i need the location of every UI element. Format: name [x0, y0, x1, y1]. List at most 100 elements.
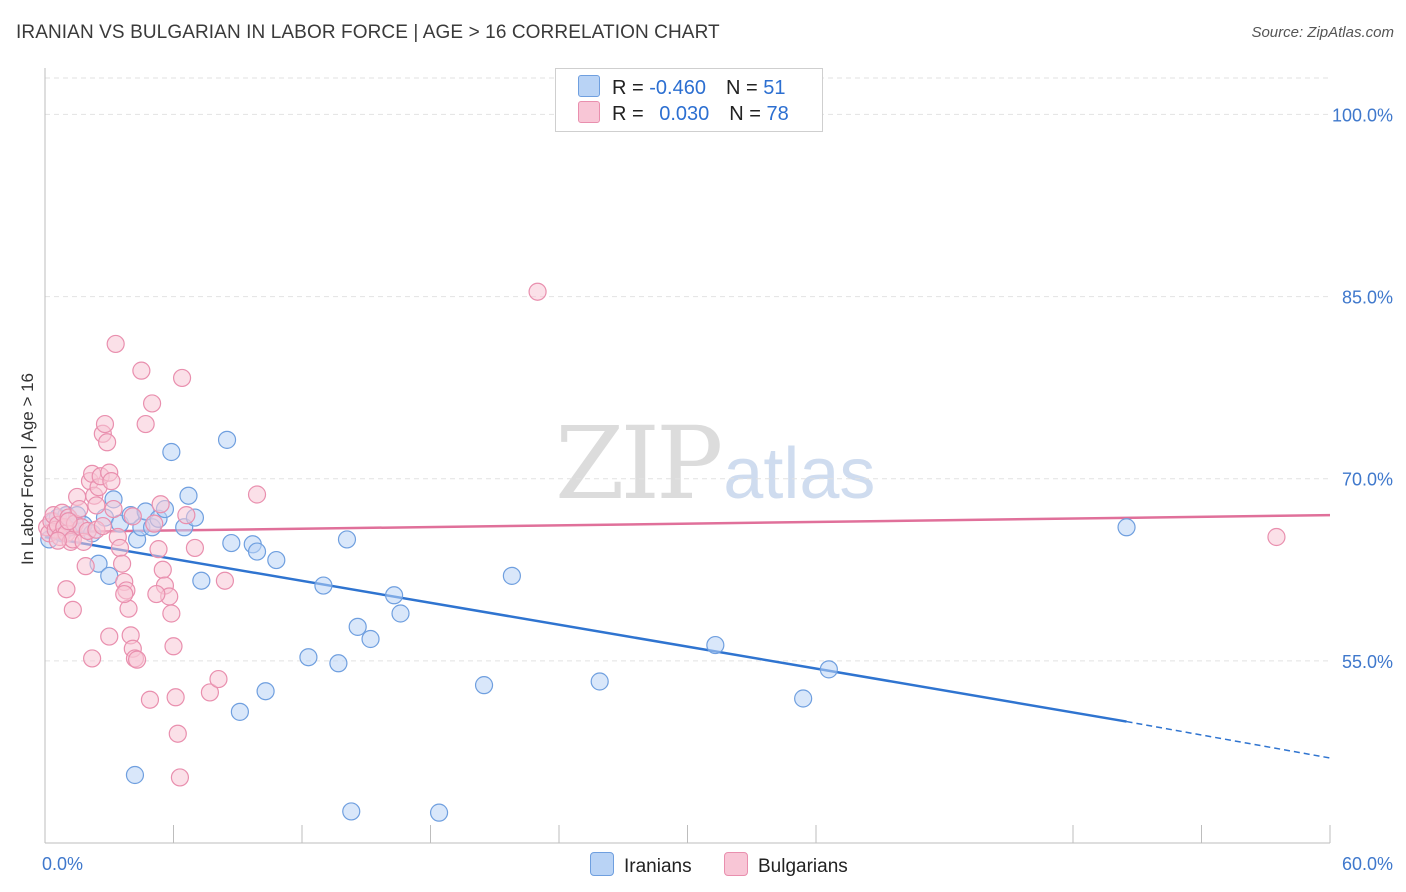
- bulgarians-n-value: 78: [766, 103, 789, 125]
- bulgarian-point-72: [147, 584, 166, 604]
- iranians-r-label: R =: [612, 77, 650, 99]
- bulgarian-point-43: [132, 361, 151, 380]
- y-tick-label-2: 85.0%: [1342, 288, 1393, 308]
- bulgarian-point-76: [123, 507, 142, 526]
- iranians-swatch: [578, 75, 600, 97]
- bulgarian-point-74: [59, 512, 78, 531]
- bulgarian-point-61: [215, 571, 234, 590]
- legend-row-iranians: R = -0.460 N = 51: [578, 75, 785, 101]
- bulgarian-point-30: [102, 472, 121, 491]
- bulgarian-point-45: [142, 394, 162, 413]
- iranian-point-33: [299, 648, 318, 667]
- bulgarian-point-34: [110, 538, 130, 558]
- bulgarian-point-69: [100, 627, 119, 646]
- bulgarian-point-62: [247, 485, 267, 504]
- bulgarians-r-label: R =: [612, 103, 650, 125]
- iranians-trend-line: [44, 535, 1127, 723]
- bulgarians-legend-label: Bulgarians: [758, 856, 848, 877]
- bulgarian-point-44: [136, 414, 155, 434]
- bulgarians-trend-line: [44, 513, 1331, 534]
- iranian-point-35: [329, 654, 348, 673]
- trend-lines: [44, 513, 1331, 759]
- bulgarian-point-52: [164, 637, 183, 656]
- iranian-point-40: [384, 586, 404, 605]
- bulgarians-legend-swatch: [724, 852, 748, 876]
- tick-labels: 55.0% 70.0% 85.0% 100.0% 0.0% 60.0%: [42, 105, 1393, 874]
- iranian-point-50: [125, 765, 145, 785]
- iranian-point-43: [474, 676, 494, 695]
- bulgarian-point-32: [106, 334, 125, 354]
- bulgarian-point-57: [177, 506, 196, 525]
- bulgarian-point-46: [145, 514, 164, 533]
- iranian-point-39: [361, 629, 380, 649]
- data-points: [38, 282, 1286, 822]
- bulgarian-point-66: [83, 649, 102, 668]
- iranian-point-27: [222, 533, 241, 553]
- x-tick-label-0: 0.0%: [42, 854, 83, 874]
- bulgarian-point-65: [57, 580, 76, 599]
- legend-row-bulgarians: R = 0.030 N = 78: [578, 101, 789, 127]
- iranian-point-46: [706, 635, 725, 655]
- bulgarian-point-42: [127, 650, 147, 669]
- iranian-point-30: [247, 542, 267, 561]
- bulgarian-point-54: [168, 724, 187, 743]
- bulgarian-point-28: [98, 433, 117, 452]
- iranian-point-44: [502, 566, 521, 585]
- iranian-point-25: [192, 571, 211, 590]
- bulgarians-swatch: [578, 101, 600, 123]
- bottom-legend-bulgarians[interactable]: Bulgarians: [724, 852, 848, 878]
- bulgarian-point-63: [528, 282, 547, 301]
- iranian-point-47: [794, 689, 813, 708]
- iranians-n-label: N =: [725, 77, 764, 99]
- iranians-trend-extension: [1126, 720, 1331, 759]
- iranian-point-38: [348, 617, 367, 636]
- iranian-point-28: [230, 702, 249, 721]
- bulgarian-point-23: [87, 496, 106, 515]
- stats-legend: R = -0.460 N = 51 R = 0.030 N = 78: [555, 68, 823, 132]
- bulgarian-point-73: [48, 531, 67, 550]
- iranian-point-26: [217, 430, 237, 449]
- bulgarians-n-label: N =: [729, 103, 767, 125]
- y-axis-label: In Labor Force | Age > 16: [18, 372, 37, 565]
- bulgarian-point-77: [151, 495, 170, 514]
- bulgarian-point-31: [104, 499, 123, 519]
- iranian-point-48: [819, 660, 838, 679]
- bottom-legend-iranians[interactable]: Iranians: [590, 852, 692, 878]
- bulgarian-point-64: [1267, 527, 1286, 547]
- bulgarian-point-71: [140, 690, 160, 709]
- iranian-point-34: [314, 576, 333, 595]
- bulgarian-point-75: [93, 516, 112, 536]
- iranian-point-42: [429, 803, 449, 822]
- iranian-point-31: [256, 682, 275, 701]
- iranians-legend-swatch: [590, 852, 614, 876]
- bulgarian-point-53: [166, 688, 185, 707]
- iranian-point-45: [590, 672, 609, 691]
- gridlines: [45, 77, 1330, 662]
- iranians-n-value: 51: [763, 77, 786, 99]
- bulgarian-point-70: [115, 584, 134, 604]
- bulgarian-point-59: [200, 683, 220, 702]
- iranian-point-32: [267, 550, 286, 570]
- x-tick-label-1: 60.0%: [1342, 854, 1393, 874]
- bulgarian-point-48: [153, 560, 172, 579]
- axes: [44, 68, 1331, 844]
- iranian-point-49: [1117, 518, 1136, 537]
- bulgarian-point-35: [112, 554, 132, 573]
- bulgarian-point-68: [63, 600, 82, 619]
- y-tick-label-3: 100.0%: [1332, 105, 1393, 125]
- iranian-point-21: [162, 442, 181, 462]
- chart-title: IRANIAN VS BULGARIAN IN LABOR FORCE | AG…: [16, 22, 720, 43]
- iranian-point-41: [391, 604, 410, 623]
- iranians-r-value: -0.460: [649, 77, 706, 99]
- bulgarian-point-55: [170, 768, 190, 787]
- iranians-legend-label: Iranians: [624, 856, 692, 877]
- iranian-point-23: [179, 486, 198, 505]
- bulgarian-point-47: [149, 540, 168, 559]
- bulgarian-point-56: [172, 368, 192, 388]
- y-tick-label-0: 55.0%: [1342, 652, 1393, 672]
- bulgarian-point-58: [185, 538, 205, 558]
- bulgarian-point-27: [95, 414, 115, 434]
- bulgarian-point-15: [70, 499, 89, 519]
- bulgarians-r-value: 0.030: [659, 103, 710, 125]
